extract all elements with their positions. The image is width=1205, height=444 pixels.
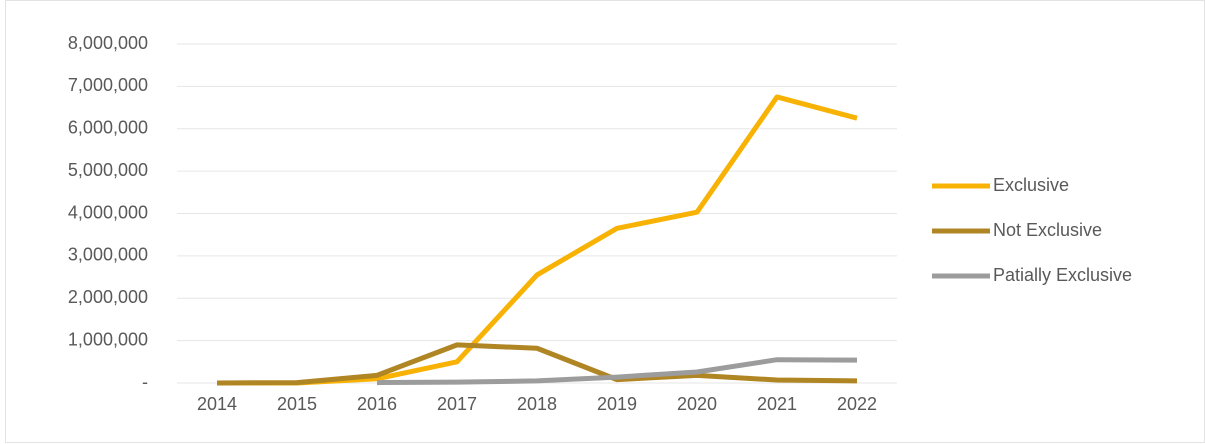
y-tick-label: 2,000,000	[68, 287, 148, 307]
series-line	[216, 342, 858, 386]
legend-label: Patially Exclusive	[993, 265, 1132, 285]
x-tick-label: 2017	[437, 394, 477, 414]
x-tick-label: 2016	[357, 394, 397, 414]
y-tick-label: 6,000,000	[68, 118, 148, 138]
series-line	[376, 357, 858, 386]
legend-label: Not Exclusive	[993, 220, 1102, 240]
x-tick-label: 2018	[517, 394, 557, 414]
y-tick-label: 8,000,000	[68, 33, 148, 53]
x-tick-label: 2019	[597, 394, 637, 414]
x-tick-label: 2021	[757, 394, 797, 414]
legend-label: Exclusive	[993, 175, 1069, 195]
y-tick-label: 4,000,000	[68, 202, 148, 222]
y-tick-label: 5,000,000	[68, 160, 148, 180]
y-tick-label: 1,000,000	[68, 329, 148, 349]
y-tick-label: 3,000,000	[68, 245, 148, 265]
y-tick-label: 7,000,000	[68, 75, 148, 95]
series-line	[217, 94, 858, 386]
x-tick-label: 2020	[677, 394, 717, 414]
x-tick-label: 2015	[277, 394, 317, 414]
y-tick-label: -	[142, 372, 148, 392]
x-tick-label: 2014	[197, 394, 237, 414]
x-tick-label: 2022	[837, 394, 877, 414]
